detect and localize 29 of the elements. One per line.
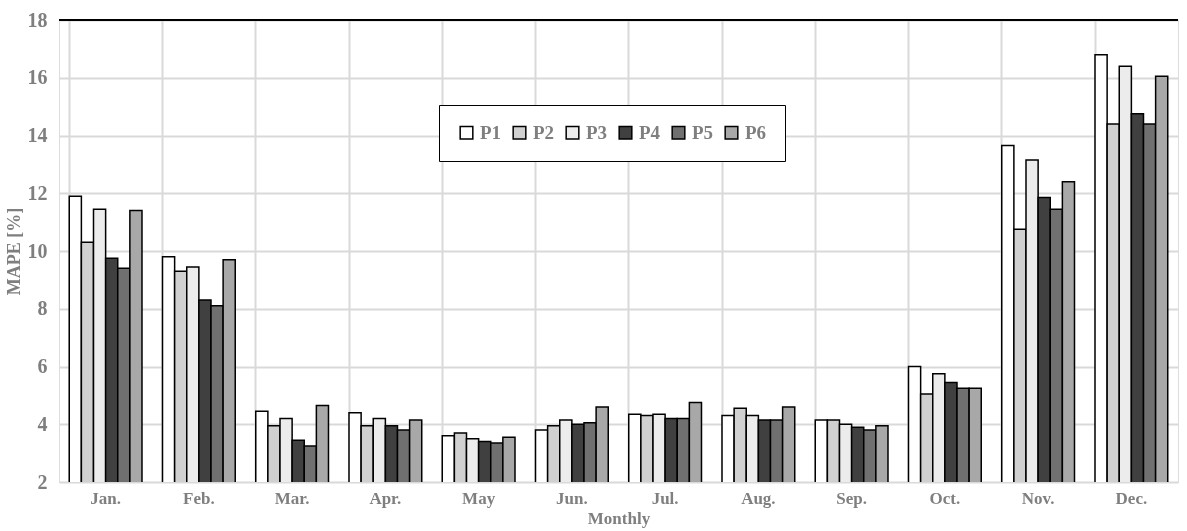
legend-label: P1 xyxy=(480,121,502,143)
legend-label: P4 xyxy=(639,121,661,143)
x-axis-title: Monthly xyxy=(587,508,651,528)
x-tick-label: Jan. xyxy=(90,488,121,508)
y-tick-label: 6 xyxy=(37,355,48,377)
x-tick-label: Jun. xyxy=(556,488,588,508)
y-tick-label: 2 xyxy=(37,470,48,493)
y-axis-title: MAPE [%] xyxy=(3,207,24,296)
y-tick-label: 18 xyxy=(27,8,48,31)
x-tick-label: Aug. xyxy=(741,488,776,508)
x-tick-label: Sep. xyxy=(836,488,867,508)
y-tick-label: 10 xyxy=(27,239,48,262)
x-tick-label: Feb. xyxy=(183,488,215,508)
y-tick-label: 16 xyxy=(27,66,48,89)
x-tick-label: Jul. xyxy=(651,488,679,508)
y-tick-label: 14 xyxy=(27,124,48,146)
y-tick-label: 12 xyxy=(27,181,48,204)
x-tick-label: May xyxy=(462,488,496,508)
y-tick-label: 8 xyxy=(37,297,48,320)
legend-label: P5 xyxy=(692,121,714,143)
x-tick-label: Dec. xyxy=(1115,488,1148,508)
legend-label: P3 xyxy=(586,121,608,143)
x-tick-label: Apr. xyxy=(369,488,402,508)
y-tick-label: 4 xyxy=(37,412,48,435)
x-tick-label: Mar. xyxy=(274,488,310,508)
legend-label: P2 xyxy=(533,121,555,143)
x-tick-label: Nov. xyxy=(1021,488,1055,508)
x-tick-label: Oct. xyxy=(929,488,961,508)
legend-label: P6 xyxy=(745,121,767,143)
